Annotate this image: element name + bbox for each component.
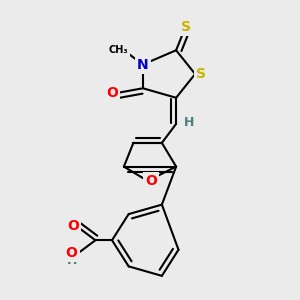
Text: H: H — [67, 254, 77, 267]
Text: O: O — [106, 86, 118, 100]
Text: O: O — [67, 219, 79, 233]
Text: S: S — [196, 67, 206, 81]
Text: CH₃: CH₃ — [108, 45, 128, 55]
Text: O: O — [66, 246, 78, 260]
Text: O: O — [145, 174, 157, 188]
Text: H: H — [184, 116, 194, 129]
Text: N: N — [137, 58, 149, 71]
Text: S: S — [181, 20, 190, 34]
